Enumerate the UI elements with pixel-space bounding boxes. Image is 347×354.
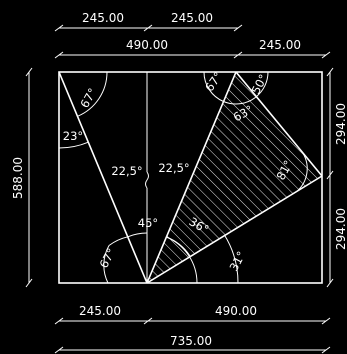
angle-arcs: [58, 71, 308, 284]
dim-top-left-half: 245.00: [82, 11, 124, 25]
dimension-bottom-widths: 245.00 490.00: [54, 304, 331, 325]
hatched-triangle: [147, 72, 322, 283]
dim-bottom-total-width: 735.00: [170, 334, 212, 348]
dimension-top-halves: 245.00 245.00: [54, 11, 243, 32]
angle-bottom-center: 45°: [138, 216, 158, 230]
dim-top-right-half: 245.00: [171, 11, 213, 25]
dim-left-height: 588.00: [11, 157, 25, 199]
dimension-left-height: 588.00: [11, 67, 33, 288]
dim-right-lower-height: 294.00: [334, 208, 347, 250]
dim-bottom-left-width: 245.00: [79, 304, 121, 318]
dim-top-left-width: 490.00: [126, 38, 168, 52]
angle-center-right: 22,5°: [158, 161, 189, 175]
dimension-top-widths: 490.00 245.00: [54, 38, 331, 59]
outer-rectangle: [58, 71, 323, 284]
dim-bottom-right-width: 490.00: [215, 304, 257, 318]
dim-right-upper-height: 294.00: [334, 103, 347, 145]
angle-left-side: 23°: [63, 129, 83, 143]
construction-lines: [58, 71, 323, 284]
dim-top-right-width: 245.00: [259, 38, 301, 52]
dimension-bottom-total: 735.00: [54, 334, 331, 354]
angle-center-left: 22,5°: [111, 164, 142, 178]
dimension-right-heights: 294.00 294.00: [326, 67, 347, 288]
